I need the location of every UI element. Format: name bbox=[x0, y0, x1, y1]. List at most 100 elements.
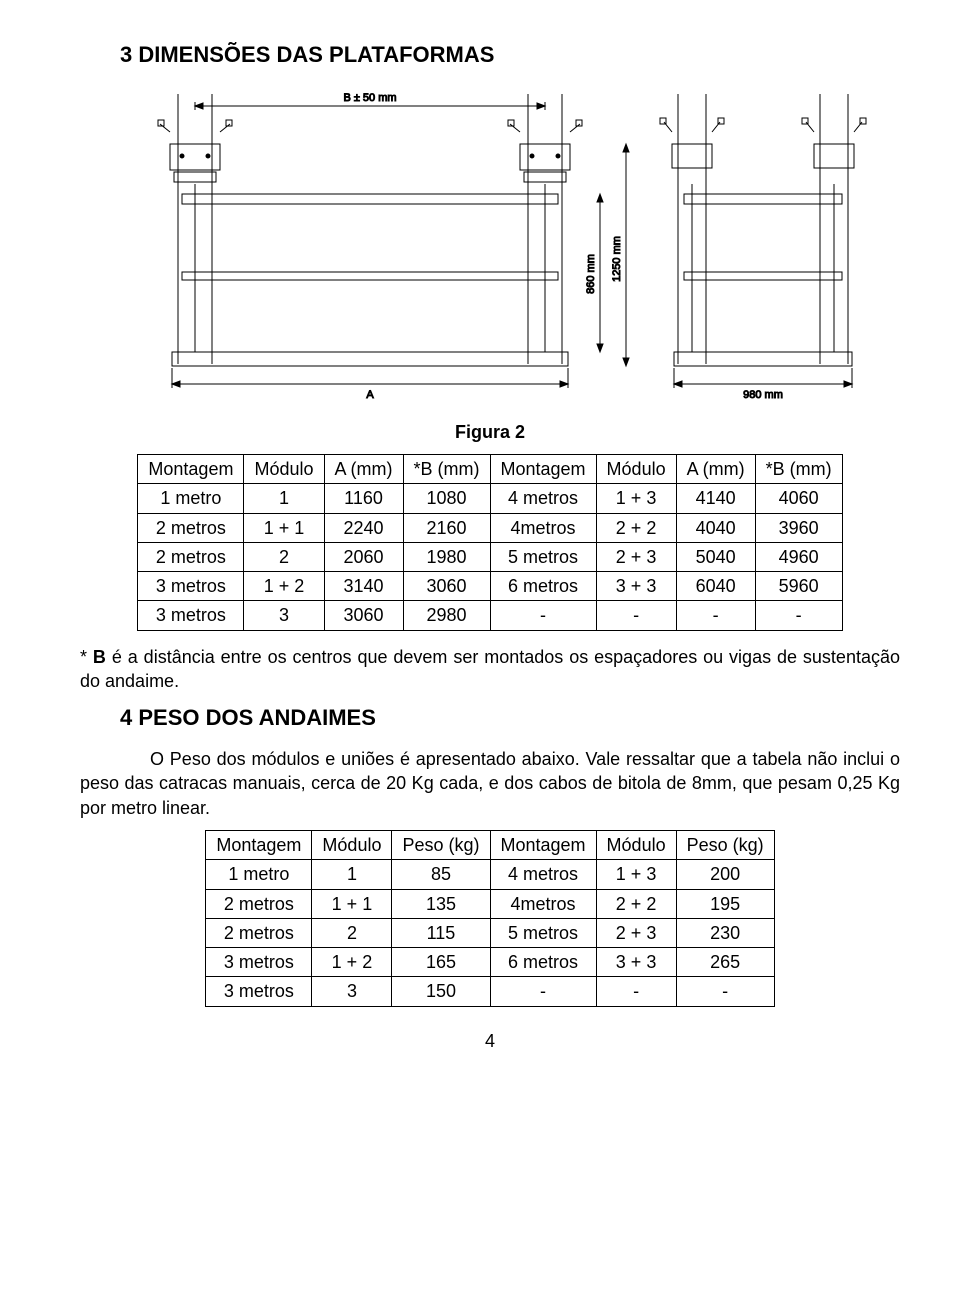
table-cell: 1 + 3 bbox=[596, 484, 676, 513]
table-header: A (mm) bbox=[676, 454, 755, 483]
table-cell: - bbox=[490, 601, 596, 630]
table-cell: 2 + 2 bbox=[596, 513, 676, 542]
table-cell: 3960 bbox=[755, 513, 842, 542]
table-cell: 2 metros bbox=[206, 918, 312, 947]
table-cell: 3140 bbox=[324, 572, 403, 601]
table-row: 2 metros2206019805 metros2 + 350404960 bbox=[138, 542, 842, 571]
table-row: 3 metros1 + 2314030606 metros3 + 3604059… bbox=[138, 572, 842, 601]
table-cell: 2 metros bbox=[138, 542, 244, 571]
figure-2-caption: Figura 2 bbox=[80, 420, 900, 444]
table-cell: 5 metros bbox=[490, 542, 596, 571]
scaffold-diagram: B ± 50 mm bbox=[100, 84, 880, 414]
table-cell: 1 + 3 bbox=[596, 860, 676, 889]
table-cell: 3 + 3 bbox=[596, 572, 676, 601]
table-cell: 2 bbox=[244, 542, 324, 571]
section3-title: 3 DIMENSÕES DAS PLATAFORMAS bbox=[80, 40, 900, 70]
table-cell: 1 metro bbox=[138, 484, 244, 513]
table-cell: 1 bbox=[244, 484, 324, 513]
table-cell: 2 metros bbox=[206, 889, 312, 918]
table-cell: 3 metros bbox=[206, 977, 312, 1006]
table-cell: 115 bbox=[392, 918, 490, 947]
table-cell: 5 metros bbox=[490, 918, 596, 947]
note-bold: B bbox=[93, 647, 106, 667]
table-cell: 3060 bbox=[324, 601, 403, 630]
table-cell: 4040 bbox=[676, 513, 755, 542]
table-header: Peso (kg) bbox=[676, 830, 774, 859]
table-cell: 5040 bbox=[676, 542, 755, 571]
table-cell: 1080 bbox=[403, 484, 490, 513]
table-cell: 1 + 2 bbox=[244, 572, 324, 601]
table-row: 2 metros1 + 1224021604metros2 + 24040396… bbox=[138, 513, 842, 542]
table-cell: 3 metros bbox=[138, 572, 244, 601]
table-cell: 3 bbox=[312, 977, 392, 1006]
weights-table: MontagemMóduloPeso (kg)MontagemMóduloPes… bbox=[205, 830, 774, 1007]
table-row: 2 metros21155 metros2 + 3230 bbox=[206, 918, 774, 947]
table-cell: 3 + 3 bbox=[596, 948, 676, 977]
figure-2: B ± 50 mm bbox=[80, 84, 900, 444]
table-row: 1 metro1116010804 metros1 + 341404060 bbox=[138, 484, 842, 513]
table-cell: 3 metros bbox=[206, 948, 312, 977]
table-cell: - bbox=[596, 601, 676, 630]
table-cell: - bbox=[676, 977, 774, 1006]
table-cell: 6040 bbox=[676, 572, 755, 601]
table-cell: - bbox=[676, 601, 755, 630]
dimensions-table: MontagemMóduloA (mm)*B (mm)MontagemMódul… bbox=[137, 454, 842, 631]
table-cell: 1 + 1 bbox=[312, 889, 392, 918]
table-cell: 2 + 3 bbox=[596, 918, 676, 947]
table-cell: 150 bbox=[392, 977, 490, 1006]
table-row: 1 metro1854 metros1 + 3200 bbox=[206, 860, 774, 889]
table-cell: 4960 bbox=[755, 542, 842, 571]
table-cell: 200 bbox=[676, 860, 774, 889]
note-rest: é a distância entre os centros que devem… bbox=[80, 647, 900, 691]
table-cell: 265 bbox=[676, 948, 774, 977]
dim-label-1250: 1250 mm bbox=[611, 236, 623, 282]
table-row: 3 metros3150--- bbox=[206, 977, 774, 1006]
table-cell: - bbox=[596, 977, 676, 1006]
table-cell: 2 bbox=[312, 918, 392, 947]
table-row: 2 metros1 + 11354metros2 + 2195 bbox=[206, 889, 774, 918]
table-header: Módulo bbox=[596, 830, 676, 859]
table-cell: 6 metros bbox=[490, 948, 596, 977]
table-cell: - bbox=[755, 601, 842, 630]
table-cell: 3 bbox=[244, 601, 324, 630]
table-header: Montagem bbox=[206, 830, 312, 859]
dim-label-a: A bbox=[366, 389, 374, 401]
table-header: Módulo bbox=[312, 830, 392, 859]
table-cell: 1160 bbox=[324, 484, 403, 513]
table-cell: 4 metros bbox=[490, 484, 596, 513]
table-header: A (mm) bbox=[324, 454, 403, 483]
table-row: 3 metros330602980---- bbox=[138, 601, 842, 630]
table-cell: 1 + 2 bbox=[312, 948, 392, 977]
table-cell: 1 metro bbox=[206, 860, 312, 889]
table-row: 3 metros1 + 21656 metros3 + 3265 bbox=[206, 948, 774, 977]
table-cell: 4metros bbox=[490, 513, 596, 542]
table-header: Montagem bbox=[138, 454, 244, 483]
table-cell: 5960 bbox=[755, 572, 842, 601]
table-header: *B (mm) bbox=[755, 454, 842, 483]
table-cell: - bbox=[490, 977, 596, 1006]
table-cell: 2 metros bbox=[138, 513, 244, 542]
table-cell: 4metros bbox=[490, 889, 596, 918]
table-cell: 6 metros bbox=[490, 572, 596, 601]
table-cell: 135 bbox=[392, 889, 490, 918]
table-cell: 1980 bbox=[403, 542, 490, 571]
page-number: 4 bbox=[80, 1029, 900, 1053]
table-cell: 2060 bbox=[324, 542, 403, 571]
section4-title: 4 PESO DOS ANDAIMES bbox=[80, 703, 900, 733]
section4-para: O Peso dos módulos e uniões é apresentad… bbox=[80, 747, 900, 820]
table-header: Montagem bbox=[490, 830, 596, 859]
dim-label-980: 980 mm bbox=[743, 389, 783, 401]
table-cell: 230 bbox=[676, 918, 774, 947]
note-prefix: * bbox=[80, 647, 93, 667]
table-cell: 2980 bbox=[403, 601, 490, 630]
table-cell: 1 + 1 bbox=[244, 513, 324, 542]
table-header: Módulo bbox=[244, 454, 324, 483]
table-header: Montagem bbox=[490, 454, 596, 483]
table-cell: 2240 bbox=[324, 513, 403, 542]
table-header: Módulo bbox=[596, 454, 676, 483]
note-b: * B é a distância entre os centros que d… bbox=[80, 645, 900, 694]
table-cell: 3 metros bbox=[138, 601, 244, 630]
table-cell: 85 bbox=[392, 860, 490, 889]
table-header: *B (mm) bbox=[403, 454, 490, 483]
table-cell: 195 bbox=[676, 889, 774, 918]
